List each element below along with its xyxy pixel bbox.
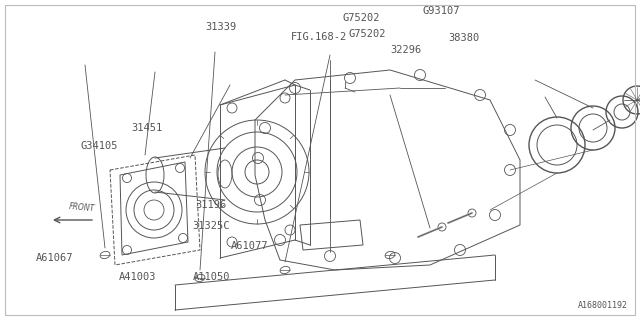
- Text: FIG.168-2: FIG.168-2: [291, 32, 348, 42]
- Text: 31451: 31451: [132, 123, 163, 133]
- Text: G93107: G93107: [422, 6, 460, 16]
- Text: A168001192: A168001192: [578, 301, 628, 310]
- Text: A11050: A11050: [193, 272, 230, 282]
- Text: 38380: 38380: [448, 33, 479, 44]
- Text: 31339: 31339: [205, 22, 236, 32]
- Text: G75202: G75202: [349, 28, 387, 39]
- Text: G34105: G34105: [81, 140, 118, 151]
- Text: A61077: A61077: [231, 241, 268, 252]
- Text: A61067: A61067: [36, 252, 73, 263]
- Text: 31325C: 31325C: [193, 220, 230, 231]
- Text: FRONT: FRONT: [68, 202, 95, 214]
- Text: 31196: 31196: [196, 200, 227, 210]
- Text: G75202: G75202: [342, 12, 380, 23]
- Text: A41003: A41003: [119, 272, 156, 282]
- Text: 32296: 32296: [390, 44, 422, 55]
